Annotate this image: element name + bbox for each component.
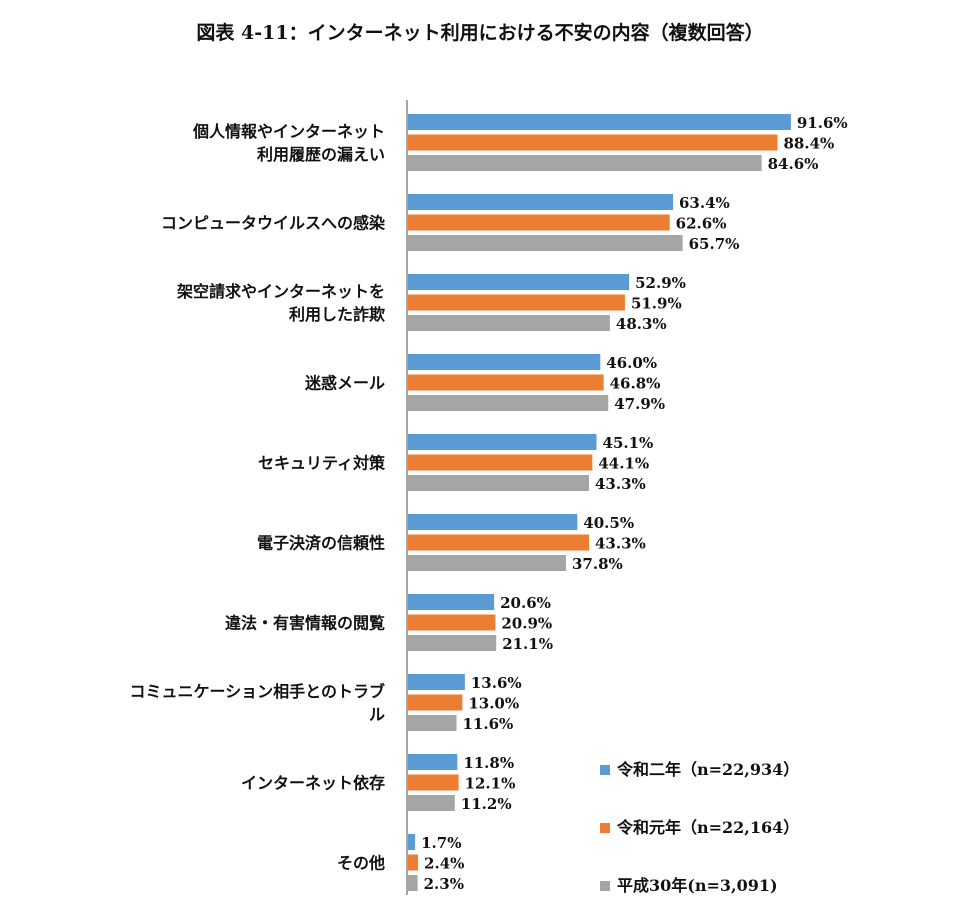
data-label: 44.1% — [598, 455, 649, 473]
data-label: 46.8% — [610, 375, 661, 393]
bar — [408, 354, 601, 370]
bar — [408, 114, 791, 130]
legend-swatch — [600, 765, 610, 775]
data-label: 2.3% — [424, 875, 464, 893]
data-label: 52.9% — [635, 274, 686, 292]
legend-swatch — [600, 823, 610, 833]
bar — [408, 875, 418, 891]
bar — [408, 155, 762, 171]
bar — [408, 715, 457, 731]
bar — [408, 395, 609, 411]
bar — [408, 434, 597, 450]
data-label: 63.4% — [679, 194, 730, 212]
category-label: 違法・有害情報の閲覧 — [225, 614, 385, 633]
data-label: 21.1% — [502, 635, 553, 653]
category-label: 架空請求やインターネットを利用した詐欺 — [176, 282, 385, 324]
bar — [408, 774, 459, 791]
legend-label: 平成30年(n=3,091) — [617, 876, 778, 895]
category-label: コミュニケーション相手とのトラブル — [129, 682, 385, 724]
bar — [408, 235, 683, 251]
data-label: 2.4% — [424, 855, 464, 873]
data-label: 46.0% — [606, 354, 657, 372]
data-label: 1.7% — [421, 834, 461, 852]
bar — [408, 214, 670, 231]
data-label: 20.6% — [500, 594, 551, 612]
data-label: 11.8% — [463, 754, 514, 772]
data-label: 48.3% — [616, 315, 667, 333]
bar — [408, 694, 463, 711]
data-label: 40.5% — [583, 514, 634, 532]
legend: 令和二年（n=22,934） 令和元年（n=22,164） 平成30年(n=3,09… — [600, 760, 799, 895]
bar — [408, 475, 589, 491]
data-label: 84.6% — [768, 155, 819, 173]
category-label: 個人情報やインターネット利用履歴の漏えい — [192, 122, 385, 164]
legend-label: 令和二年（n=22,934） — [616, 760, 799, 779]
bars-layer — [408, 114, 791, 891]
bar — [408, 834, 416, 850]
data-label: 20.9% — [501, 615, 552, 633]
category-label: その他 — [337, 854, 385, 873]
data-label: 88.4% — [784, 135, 835, 153]
bar — [408, 854, 419, 871]
data-label: 47.9% — [614, 395, 665, 413]
bar — [408, 795, 455, 811]
bar — [408, 134, 778, 151]
category-label: 電子決済の信頼性 — [257, 534, 385, 553]
bar — [408, 674, 465, 690]
bar — [408, 754, 458, 770]
data-label: 91.6% — [797, 114, 848, 132]
data-label: 13.0% — [468, 695, 519, 713]
data-label: 11.6% — [462, 715, 513, 733]
bar — [408, 594, 495, 610]
bar — [408, 315, 610, 331]
category-label: セキュリティ対策 — [258, 454, 386, 473]
data-label: 62.6% — [676, 215, 727, 233]
data-label: 37.8% — [572, 555, 623, 573]
bar — [408, 555, 567, 571]
bar — [408, 274, 630, 290]
bar — [408, 534, 589, 551]
data-label: 51.9% — [631, 295, 682, 313]
data-label: 43.3% — [595, 535, 646, 553]
bar — [408, 454, 593, 471]
data-label: 11.2% — [461, 795, 512, 813]
category-label: インターネット依存 — [241, 774, 385, 793]
data-label: 45.1% — [603, 434, 654, 452]
labels-layer: 個人情報やインターネット利用履歴の漏えい 91.6% 88.4% 84.6% コンピュー… — [129, 114, 847, 893]
data-label: 43.3% — [595, 475, 646, 493]
legend-swatch — [600, 881, 610, 891]
bar — [408, 194, 674, 210]
bar — [408, 374, 604, 391]
data-label: 13.6% — [471, 674, 522, 692]
data-label: 12.1% — [465, 775, 516, 793]
bar — [408, 635, 497, 651]
bar — [408, 294, 625, 311]
bar — [408, 614, 496, 631]
legend-label: 令和元年（n=22,164） — [616, 818, 799, 837]
bar — [408, 514, 578, 530]
chart-title: 図表 4-11：インターネット利用における不安の内容（複数回答） — [196, 22, 764, 44]
category-label: 迷惑メール — [304, 374, 385, 393]
category-label: コンピュータウイルスへの感染 — [161, 214, 386, 233]
data-label: 65.7% — [689, 235, 740, 253]
